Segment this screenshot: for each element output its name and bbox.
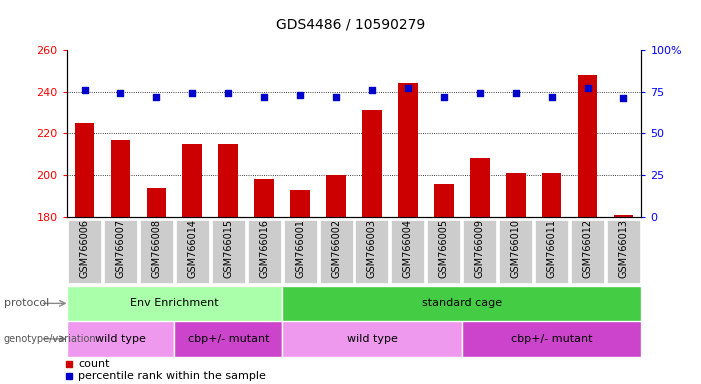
Point [151,94,162,100]
Bar [283,321,462,357]
Bar [463,220,496,283]
Point [330,94,341,100]
Bar [398,83,418,217]
Bar [140,220,173,283]
Bar [212,220,245,283]
Point [402,85,414,91]
Bar [326,175,346,217]
Point [259,94,270,100]
Point [294,92,306,98]
Bar [111,140,130,217]
Bar [75,123,95,217]
Bar [104,220,137,283]
Bar [355,220,388,283]
Text: GSM766006: GSM766006 [79,219,90,278]
Bar [607,220,640,283]
Bar [571,220,604,283]
Text: genotype/variation: genotype/variation [4,334,96,344]
Bar [283,286,641,321]
Bar [176,220,209,283]
Bar [499,220,532,283]
Point [186,90,198,96]
Bar [219,144,238,217]
Point [115,90,126,96]
Point [582,85,593,91]
Point [438,94,449,100]
Bar [462,321,641,357]
Text: GSM766016: GSM766016 [259,219,269,278]
Bar [362,111,382,217]
Text: GSM766011: GSM766011 [547,219,557,278]
Point [79,87,90,93]
Bar [68,220,101,283]
Bar [147,188,166,217]
Text: GSM766009: GSM766009 [475,219,485,278]
Bar [175,321,283,357]
Bar [391,220,424,283]
Text: wild type: wild type [346,334,397,344]
Text: Env Enrichment: Env Enrichment [130,298,219,308]
Bar [535,220,568,283]
Bar [470,159,489,217]
Text: cbp+/- mutant: cbp+/- mutant [187,334,269,344]
Bar [284,220,317,283]
Text: GSM766012: GSM766012 [583,219,592,278]
Point [367,87,378,93]
Bar [578,75,597,217]
Text: GSM766005: GSM766005 [439,219,449,278]
Text: wild type: wild type [95,334,146,344]
Bar [428,220,461,283]
Bar [247,220,280,283]
Text: cbp+/- mutant: cbp+/- mutant [511,334,592,344]
Text: GDS4486 / 10590279: GDS4486 / 10590279 [276,18,425,32]
Text: protocol: protocol [4,298,49,308]
Text: GSM766008: GSM766008 [151,219,161,278]
Bar [254,179,274,217]
Bar [67,321,175,357]
Text: count: count [78,359,109,369]
Point [546,94,557,100]
Point [510,90,522,96]
Text: GSM766001: GSM766001 [295,219,305,278]
Text: GSM766002: GSM766002 [331,219,341,278]
Bar [542,173,562,217]
Text: standard cage: standard cage [422,298,502,308]
Text: GSM766010: GSM766010 [510,219,521,278]
Text: GSM766014: GSM766014 [187,219,198,278]
Text: GSM766003: GSM766003 [367,219,377,278]
Bar [434,184,454,217]
Bar [182,144,202,217]
Point [474,90,485,96]
Text: GSM766004: GSM766004 [403,219,413,278]
Point [223,90,234,96]
Bar [67,286,283,321]
Text: GSM766007: GSM766007 [116,219,125,278]
Point [618,95,629,101]
Bar [290,190,310,217]
Bar [506,173,526,217]
Text: percentile rank within the sample: percentile rank within the sample [78,371,266,381]
Text: GSM766015: GSM766015 [223,219,233,278]
Bar [613,215,633,217]
Text: GSM766013: GSM766013 [618,219,629,278]
Bar [320,220,353,283]
